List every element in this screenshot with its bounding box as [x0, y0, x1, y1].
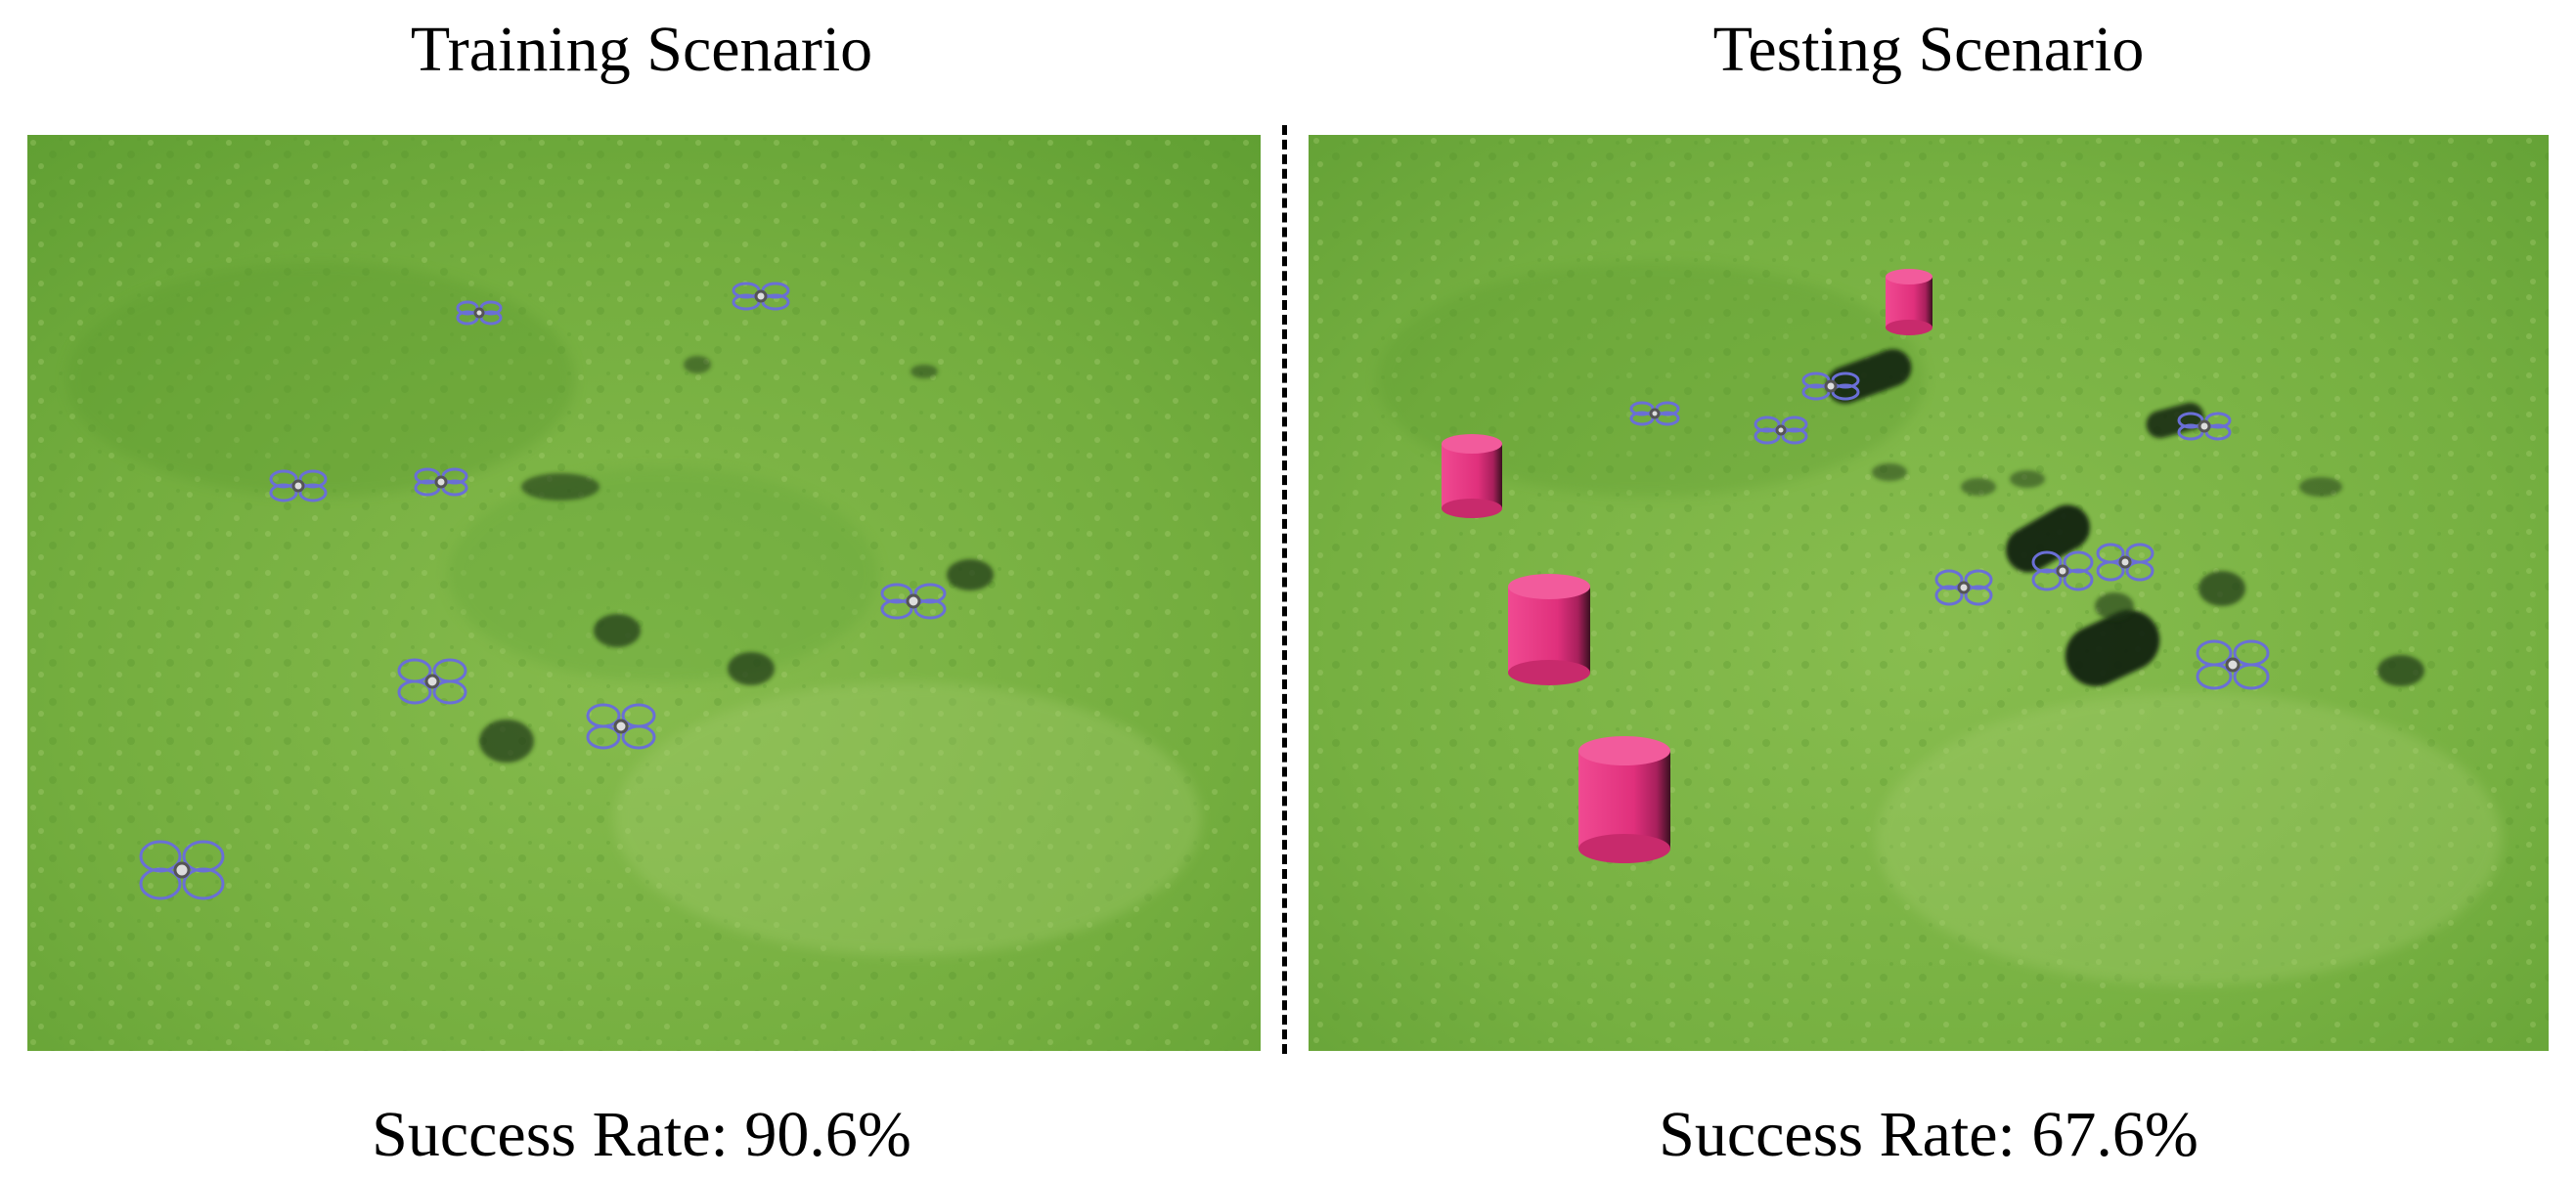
quadcopter-icon — [2177, 412, 2232, 441]
pink-cylinder-obstacle — [1508, 574, 1590, 685]
quadcopter-icon — [880, 583, 947, 620]
quadcopter-icon — [414, 467, 468, 497]
quadcopter-icon — [2196, 639, 2270, 690]
quadcopter-icon — [269, 469, 328, 502]
quadcopter-icon — [456, 300, 503, 326]
pink-cylinder-obstacle — [1886, 269, 1932, 335]
drone-shadow — [594, 614, 641, 647]
obstacles — [1442, 269, 1932, 863]
drone-shadow — [2095, 592, 2134, 620]
drone-shadow — [1872, 463, 1907, 481]
pink-cylinder-obstacle — [1442, 434, 1502, 518]
training-scenario-view — [27, 135, 1261, 1051]
drone-shadow — [910, 365, 938, 378]
pink-cylinder-obstacle — [1578, 736, 1670, 863]
testing-scenario-title: Testing Scenario — [1712, 14, 2145, 85]
drone-shadow — [2010, 470, 2045, 488]
testing-success-rate: Success Rate: 67.6% — [1659, 1099, 2198, 1170]
drone-shadow — [728, 652, 775, 685]
testing-scene — [1309, 135, 2549, 1051]
drone-shadow — [684, 356, 711, 373]
drone-shadow — [1826, 349, 1912, 404]
training-scenario-title: Training Scenario — [410, 14, 873, 85]
drone-shadow — [479, 720, 534, 763]
drone-shadow — [2198, 571, 2245, 606]
quadcopter-icon — [1754, 415, 1808, 445]
quadcopter-icon — [1934, 569, 1993, 606]
training-success-rate: Success Rate: 90.6% — [372, 1099, 911, 1170]
obstacle-shadows — [1826, 349, 2204, 687]
training-scene — [27, 135, 1261, 1051]
drones — [1629, 371, 2270, 690]
drone-shadow — [2299, 477, 2342, 497]
drone-shadow — [1961, 478, 1996, 496]
quadcopter-icon — [2031, 550, 2094, 591]
testing-scenario-view — [1309, 135, 2549, 1051]
drone-shadow — [2377, 655, 2424, 686]
quadcopter-icon — [2096, 543, 2154, 582]
drone-shadow — [2146, 402, 2204, 439]
quadcopter-icon — [1629, 401, 1680, 426]
quadcopter-icon — [732, 282, 790, 311]
quadcopter-icon — [139, 840, 225, 900]
drone-shadow — [2065, 609, 2160, 687]
scenario-divider — [1282, 125, 1287, 1054]
quadcopter-icon — [1801, 371, 1860, 401]
drone-shadow — [947, 559, 994, 590]
quadcopter-icon — [397, 658, 467, 705]
drone-shadow — [521, 473, 600, 501]
drone-shadow — [2006, 504, 2090, 573]
quadcopter-icon — [586, 703, 656, 750]
drone-shadows — [479, 356, 994, 763]
drones — [139, 282, 947, 900]
drone-shadows — [1872, 463, 2424, 686]
